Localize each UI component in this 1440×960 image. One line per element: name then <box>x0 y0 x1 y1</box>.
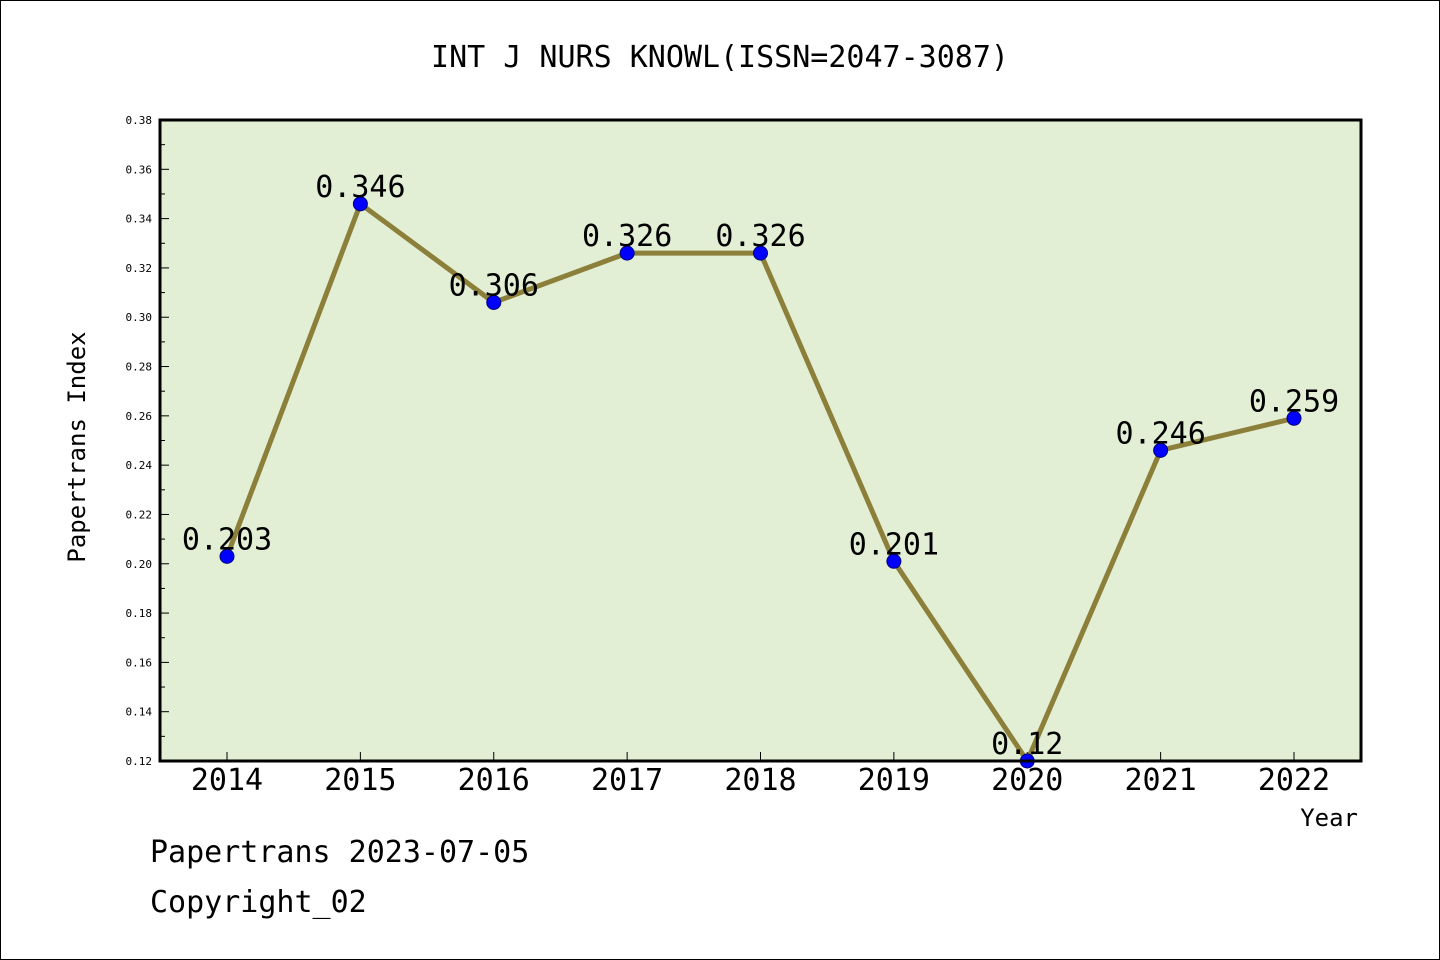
x-axis-label: Year <box>1300 804 1358 832</box>
y-tick-label: 0.30 <box>126 311 153 324</box>
data-label: 0.326 <box>582 219 672 254</box>
y-tick-label: 0.26 <box>126 410 153 423</box>
x-tick-label: 2015 <box>324 763 396 798</box>
y-tick-label: 0.18 <box>126 607 153 620</box>
y-tick-label: 0.32 <box>126 262 153 275</box>
y-tick-label: 0.24 <box>126 459 153 472</box>
data-label: 0.326 <box>715 219 805 254</box>
y-tick-label: 0.34 <box>126 213 153 226</box>
x-tick-label: 2014 <box>191 763 263 798</box>
data-label: 0.201 <box>849 527 939 562</box>
y-tick-label: 0.20 <box>126 558 153 571</box>
x-tick-label: 2017 <box>591 763 663 798</box>
y-tick-label: 0.36 <box>126 163 153 176</box>
data-label: 0.12 <box>991 727 1063 762</box>
x-tick-label: 2019 <box>858 763 930 798</box>
footer-stamp: Papertrans 2023-07-05 <box>150 835 529 870</box>
y-tick-label: 0.16 <box>126 656 153 669</box>
data-label: 0.346 <box>315 170 405 205</box>
y-axis-label: Papertrans Index <box>63 331 91 562</box>
y-tick-label: 0.38 <box>126 114 153 127</box>
y-tick-label: 0.28 <box>126 361 153 374</box>
data-label: 0.306 <box>449 268 539 303</box>
data-label: 0.259 <box>1249 384 1339 419</box>
y-tick-label: 0.22 <box>126 508 153 521</box>
x-tick-label: 2022 <box>1258 763 1330 798</box>
y-tick-label: 0.14 <box>126 706 153 719</box>
y-tick-label: 0.12 <box>126 755 153 768</box>
x-tick-label: 2016 <box>458 763 530 798</box>
x-tick-label: 2018 <box>724 763 796 798</box>
footer-copyright: Copyright_02 <box>150 885 367 920</box>
x-tick-label: 2021 <box>1125 763 1197 798</box>
chart-title: INT J NURS KNOWL(ISSN=2047-3087) <box>431 40 1009 75</box>
data-label: 0.203 <box>182 522 272 557</box>
data-label: 0.246 <box>1115 416 1205 451</box>
